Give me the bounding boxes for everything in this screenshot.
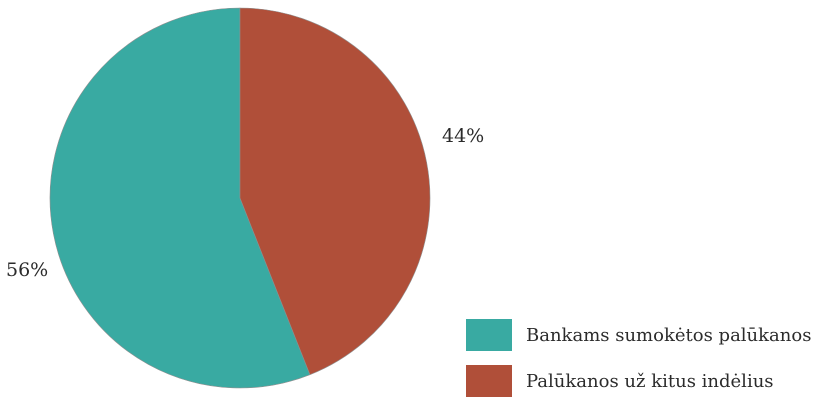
legend-label-bankams: Bankams sumokėtos palūkanos — [526, 325, 811, 346]
chart-legend: Bankams sumokėtos palūkanos Palūkanos už… — [466, 318, 822, 410]
pie-slices — [50, 8, 430, 388]
legend-swatch-bankams — [466, 319, 512, 351]
legend-item-bankams: Bankams sumokėtos palūkanos — [466, 318, 822, 352]
pie-label-bankams: 56% — [6, 259, 48, 281]
legend-swatch-kitus — [466, 365, 512, 397]
pie-label-kitus: 44% — [442, 125, 484, 147]
legend-item-kitus: Palūkanos už kitus indėlius — [466, 364, 822, 398]
pie-chart: 56% 44% Bankams sumokėtos palūkanos Palūk… — [0, 0, 822, 394]
legend-label-kitus: Palūkanos už kitus indėlius — [526, 371, 774, 392]
